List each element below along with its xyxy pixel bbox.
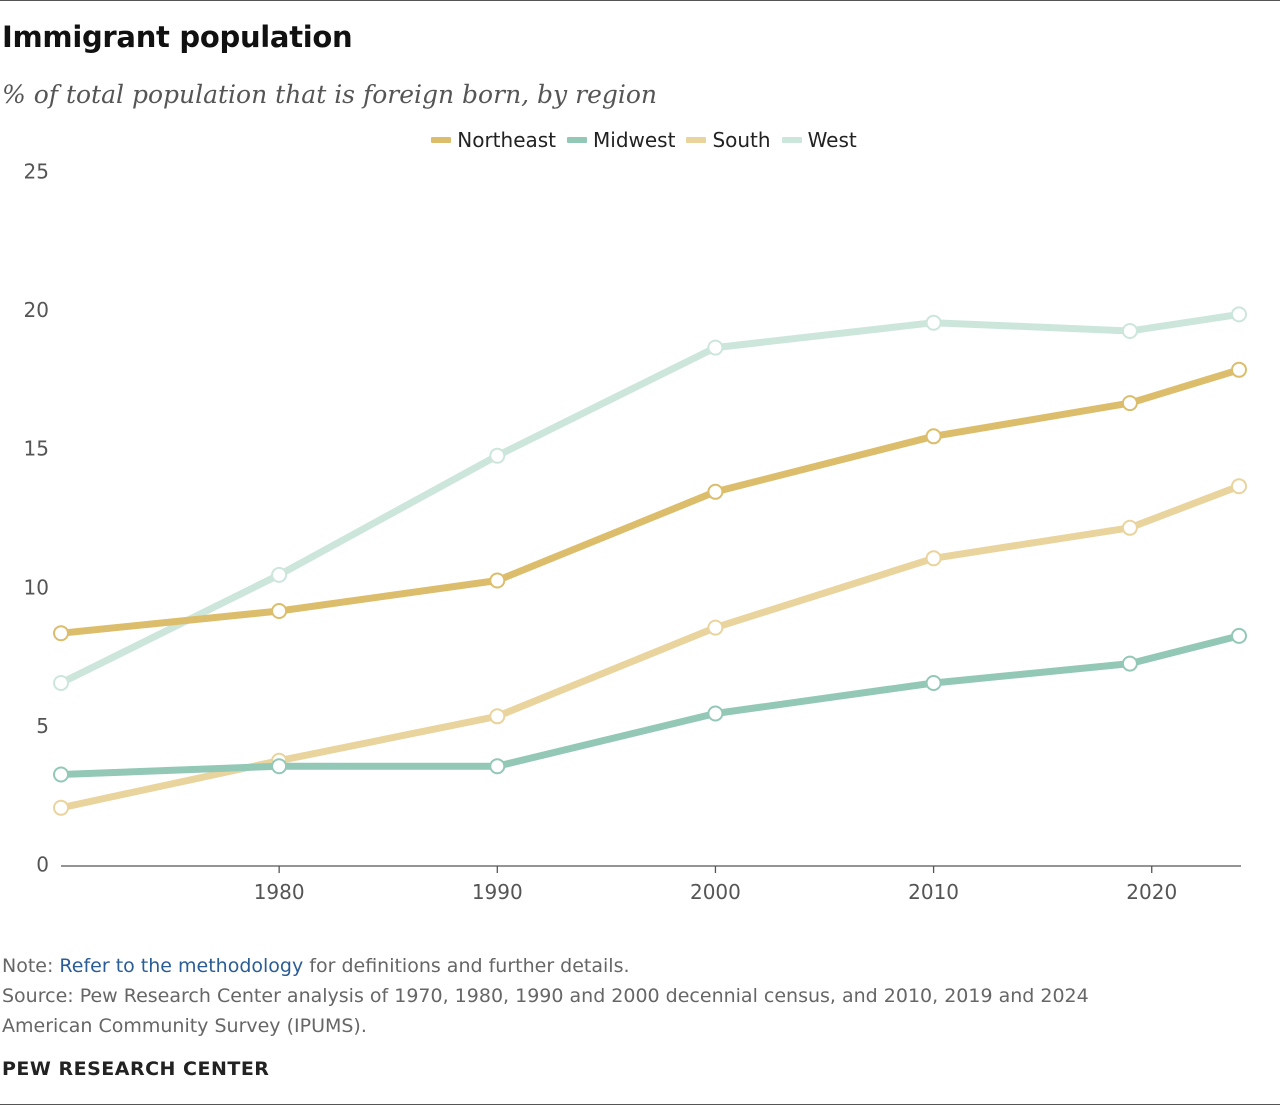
x-tick-label-2000: 2000: [690, 880, 741, 904]
point-west-2019: [1121, 323, 1138, 339]
point-west-2024: [1231, 306, 1247, 323]
x-axis-ticks: 1980 1990 2000 2010 2020: [254, 866, 1177, 904]
note-suffix: for definitions and further details.: [303, 955, 630, 977]
y-tick-label-20: 20: [24, 298, 49, 322]
note-prefix: Note:: [2, 955, 60, 977]
point-midwest-1990: [489, 758, 506, 775]
legend-item-west: West: [781, 128, 857, 152]
point-south-2024: [1231, 478, 1247, 495]
point-south-1990: [489, 708, 506, 725]
legend-label-northeast: Northeast: [457, 128, 557, 152]
source-line-1: Source: Pew Research Center analysis of …: [2, 985, 1089, 1007]
methodology-link[interactable]: Refer to the methodology: [59, 955, 304, 977]
source-line-2: American Community Survey (IPUMS).: [2, 1015, 367, 1037]
line-chart: 0 5 10 15 20 25 1980 1990 2000 2010 2020: [24, 160, 1247, 904]
point-northeast-2019: [1121, 395, 1138, 412]
point-northeast-1990: [489, 572, 506, 589]
legend-item-northeast: Northeast: [431, 128, 556, 152]
y-tick-label-10: 10: [24, 575, 49, 599]
legend-swatch-northeast: [431, 137, 452, 143]
legend-label-south: South: [712, 128, 771, 152]
point-northeast-2024: [1231, 361, 1247, 378]
x-tick-label-1990: 1990: [472, 880, 523, 904]
point-northeast-1970: [53, 625, 69, 642]
series-points: [53, 306, 1247, 816]
legend-label-west: West: [807, 128, 857, 152]
legend-item-midwest: Midwest: [567, 128, 675, 152]
point-south-2010: [925, 550, 942, 567]
legend-swatch-midwest: [567, 137, 588, 143]
series-lines: [57, 310, 1243, 812]
notes: Note: Refer to the methodology for defin…: [2, 951, 1272, 1041]
point-south-2019: [1121, 519, 1138, 536]
note-line: Note: Refer to the methodology for defin…: [2, 951, 1272, 981]
chart-title: Immigrant population: [2, 20, 353, 54]
point-northeast-2010: [925, 428, 942, 445]
point-west-2000: [707, 339, 724, 356]
point-northeast-1980: [271, 603, 288, 619]
y-tick-label-25: 25: [24, 160, 49, 184]
legend-swatch-south: [686, 137, 707, 143]
point-northeast-2000: [707, 483, 724, 500]
series-line-south: [57, 482, 1243, 812]
point-west-2010: [925, 314, 942, 331]
brand-logo-text: PEW RESEARCH CENTER: [2, 1058, 270, 1080]
point-midwest-2000: [707, 705, 724, 722]
chart-subtitle: % of total population that is foreign bo…: [2, 80, 658, 109]
x-tick-label-2020: 2020: [1126, 880, 1177, 904]
legend-label-midwest: Midwest: [593, 128, 676, 152]
bottom-rule: [0, 1104, 1280, 1105]
x-tick-label-1980: 1980: [254, 880, 305, 904]
point-south-2000: [707, 619, 724, 636]
point-west-1970: [53, 675, 69, 691]
point-west-1990: [489, 447, 506, 464]
series-line-west: [57, 310, 1243, 687]
point-midwest-2024: [1231, 627, 1247, 644]
legend-swatch-west: [781, 137, 802, 143]
y-tick-label-5: 5: [36, 714, 49, 738]
point-midwest-1980: [271, 758, 288, 775]
y-tick-label-15: 15: [24, 437, 49, 461]
top-rule: [0, 0, 1280, 1]
legend-item-south: South: [686, 128, 771, 152]
y-tick-label-0: 0: [36, 853, 49, 877]
point-west-1980: [271, 566, 288, 583]
point-midwest-2019: [1121, 655, 1138, 672]
point-south-1970: [53, 799, 69, 816]
y-axis-ticks: 0 5 10 15 20 25: [24, 160, 49, 877]
point-midwest-2010: [925, 675, 942, 691]
point-midwest-1970: [53, 766, 69, 783]
legend: Northeast Midwest South West: [0, 124, 1280, 156]
x-tick-label-2010: 2010: [908, 880, 959, 904]
